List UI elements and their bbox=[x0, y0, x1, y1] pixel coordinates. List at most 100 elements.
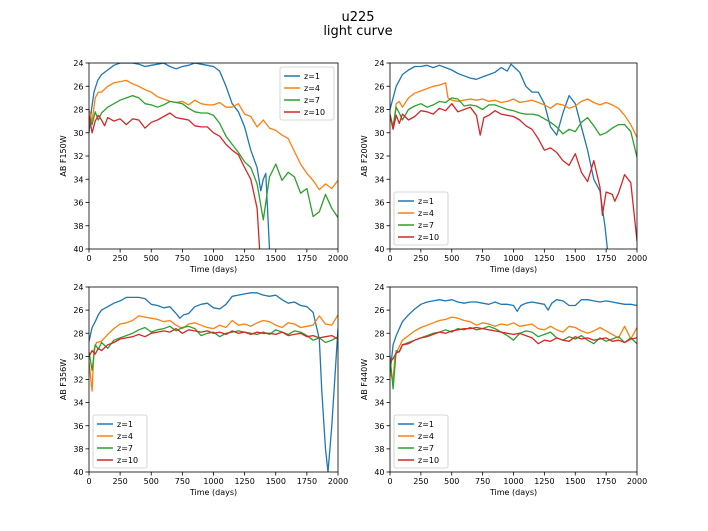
series-line-z-4 bbox=[89, 314, 338, 392]
legend-label: z=1 bbox=[418, 197, 434, 206]
legend: z=1 z=4 z=7 z=10 bbox=[279, 66, 335, 121]
x-axis-label: Time (days) bbox=[489, 265, 537, 274]
figure-title-line2: light curve bbox=[323, 24, 392, 39]
y-tick-label: 36 bbox=[374, 422, 384, 431]
legend-label: z=4 bbox=[418, 432, 434, 441]
x-tick-label: 750 bbox=[475, 254, 490, 263]
y-tick-label: 24 bbox=[374, 59, 384, 68]
y-tick-label: 38 bbox=[73, 445, 83, 454]
series-line-z-7 bbox=[390, 97, 637, 158]
series-line-z-10 bbox=[390, 103, 637, 241]
y-tick-label: 38 bbox=[73, 222, 83, 231]
y-tick-label: 40 bbox=[73, 245, 83, 254]
x-tick-label: 0 bbox=[387, 254, 392, 263]
series-line-z-4 bbox=[390, 82, 637, 138]
legend-label: z=4 bbox=[304, 84, 320, 93]
y-axis-label: AB F150W bbox=[59, 135, 68, 176]
x-tick-label: 500 bbox=[144, 254, 159, 263]
y-tick-label: 28 bbox=[73, 329, 83, 338]
y-tick-label: 34 bbox=[374, 399, 384, 408]
subplot-2: 0 250 500 750 1000 1250 1500 1750 2000 24 26 28 30 32… bbox=[360, 59, 647, 274]
y-tick-label: 26 bbox=[73, 306, 83, 315]
legend-label: z=10 bbox=[418, 233, 439, 242]
legend-label: z=4 bbox=[117, 432, 133, 441]
plot-area bbox=[89, 63, 338, 249]
series-line-z-7 bbox=[89, 325, 338, 371]
y-tick-label: 30 bbox=[374, 129, 384, 138]
x-tick-label: 0 bbox=[387, 477, 392, 486]
plot-area bbox=[390, 299, 637, 390]
y-tick-label: 40 bbox=[374, 245, 384, 254]
y-tick-label: 34 bbox=[374, 175, 384, 184]
x-tick-label: 1000 bbox=[503, 477, 523, 486]
series-line-z-1 bbox=[390, 299, 637, 374]
legend-box bbox=[393, 191, 449, 246]
y-tick-label: 36 bbox=[73, 422, 83, 431]
legend-label: z=7 bbox=[304, 96, 320, 105]
x-tick-label: 1000 bbox=[203, 254, 223, 263]
y-tick-label: 32 bbox=[374, 152, 384, 161]
x-tick-label: 500 bbox=[144, 477, 159, 486]
legend: z=1 z=4 z=7 z=10 bbox=[393, 414, 449, 469]
y-tick-label: 24 bbox=[73, 283, 83, 292]
y-tick-label: 24 bbox=[374, 283, 384, 292]
y-axis-label: AB F200W bbox=[360, 135, 369, 176]
x-tick-label: 750 bbox=[175, 254, 190, 263]
legend-box bbox=[393, 414, 449, 469]
legend-label: z=7 bbox=[117, 444, 133, 453]
y-tick-label: 28 bbox=[374, 106, 384, 115]
x-tick-label: 2000 bbox=[627, 254, 647, 263]
x-tick-label: 1500 bbox=[266, 254, 286, 263]
x-tick-label: 750 bbox=[475, 477, 490, 486]
x-tick-label: 0 bbox=[86, 254, 91, 263]
series-line-z-7 bbox=[89, 94, 338, 221]
x-axis-label: Time (days) bbox=[189, 265, 237, 274]
x-tick-label: 1500 bbox=[266, 477, 286, 486]
y-axis-label: AB F440W bbox=[360, 359, 369, 400]
x-tick-label: 250 bbox=[413, 254, 428, 263]
x-tick-label: 1750 bbox=[297, 254, 317, 263]
x-tick-label: 250 bbox=[112, 477, 127, 486]
y-tick-label: 24 bbox=[73, 59, 83, 68]
y-tick-label: 34 bbox=[73, 399, 83, 408]
subplot-3: 0 250 500 750 1000 1250 1500 1750 2000 24 26 28 30 32… bbox=[59, 283, 348, 497]
y-tick-label: 32 bbox=[374, 376, 384, 385]
x-tick-label: 2000 bbox=[627, 477, 647, 486]
x-tick-label: 1000 bbox=[503, 254, 523, 263]
x-tick-label: 1250 bbox=[234, 477, 254, 486]
y-tick-label: 30 bbox=[73, 352, 83, 361]
series-line-z-1 bbox=[89, 292, 338, 472]
y-tick-label: 34 bbox=[73, 175, 83, 184]
x-tick-label: 1750 bbox=[297, 477, 317, 486]
plot-area bbox=[390, 63, 637, 249]
series-line-z-4 bbox=[390, 316, 637, 381]
y-tick-label: 26 bbox=[374, 82, 384, 91]
x-tick-label: 1500 bbox=[565, 254, 585, 263]
y-tick-label: 30 bbox=[374, 352, 384, 361]
series-line-z-4 bbox=[89, 79, 338, 191]
series-line-z-7 bbox=[390, 325, 637, 390]
x-axis-label: Time (days) bbox=[489, 488, 537, 497]
figure-title-line1: u225 bbox=[341, 10, 374, 25]
x-tick-label: 250 bbox=[112, 254, 127, 263]
x-axis-label: Time (days) bbox=[189, 488, 237, 497]
x-tick-label: 1250 bbox=[534, 254, 554, 263]
x-tick-label: 2000 bbox=[328, 254, 348, 263]
x-tick-label: 1250 bbox=[534, 477, 554, 486]
legend-label: z=1 bbox=[304, 72, 320, 81]
y-tick-label: 36 bbox=[374, 199, 384, 208]
legend-label: z=7 bbox=[418, 221, 434, 230]
series-line-z-10 bbox=[390, 326, 637, 363]
x-tick-label: 500 bbox=[444, 477, 459, 486]
legend-label: z=1 bbox=[418, 420, 434, 429]
y-tick-label: 40 bbox=[73, 468, 83, 477]
x-tick-label: 500 bbox=[444, 254, 459, 263]
series-line-z-1 bbox=[390, 63, 609, 249]
subplot-4: 0 250 500 750 1000 1250 1500 1750 2000 24 26 28 30 32… bbox=[360, 283, 647, 497]
subplot-1: 0 250 500 750 1000 1250 1500 1750 2000 24 26 28 30 32… bbox=[59, 59, 348, 274]
legend: z=1 z=4 z=7 z=10 bbox=[92, 414, 148, 469]
y-tick-label: 36 bbox=[73, 199, 83, 208]
y-tick-label: 28 bbox=[73, 106, 83, 115]
plot-area bbox=[89, 292, 338, 472]
